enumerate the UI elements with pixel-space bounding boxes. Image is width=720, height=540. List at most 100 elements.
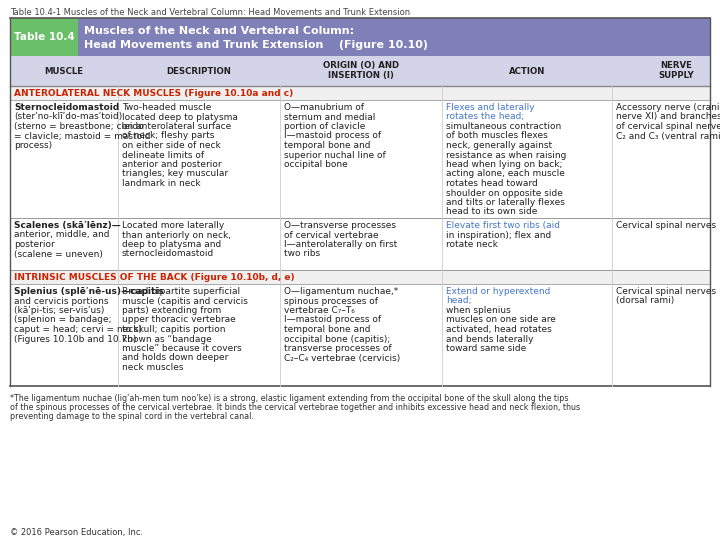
Text: preventing damage to the spinal cord in the vertebral canal.: preventing damage to the spinal cord in … — [10, 412, 254, 421]
Text: INTRINSIC MUSCLES OF THE BACK (Figure 10.10b, d, e): INTRINSIC MUSCLES OF THE BACK (Figure 10… — [14, 273, 294, 282]
Text: nerve XI) and branches: nerve XI) and branches — [616, 112, 720, 122]
Bar — [10, 100, 710, 218]
Text: triangles; key muscular: triangles; key muscular — [122, 170, 228, 179]
Text: rotates the head;: rotates the head; — [446, 112, 524, 122]
Text: occipital bone (capitis);: occipital bone (capitis); — [284, 334, 390, 343]
Text: on anterolateral surface: on anterolateral surface — [122, 122, 231, 131]
Text: deep to platysma and: deep to platysma and — [122, 240, 221, 249]
Text: *The ligamentum nuchae (ligʹah-men tum nooʹke) is a strong, elastic ligament ext: *The ligamentum nuchae (ligʹah-men tum n… — [10, 394, 569, 403]
Text: Accessory nerve (cranial: Accessory nerve (cranial — [616, 103, 720, 112]
Text: Sternocleidomastoid: Sternocleidomastoid — [14, 103, 120, 112]
Text: I—mastoid process of: I—mastoid process of — [284, 132, 381, 140]
Text: and cervicis portions: and cervicis portions — [14, 296, 109, 306]
Text: Table 10.4-1 Muscles of the Neck and Vertebral Column: Head Movements and Trunk : Table 10.4-1 Muscles of the Neck and Ver… — [10, 8, 410, 17]
Text: I—anterolaterally on first: I—anterolaterally on first — [284, 240, 397, 249]
Text: sternocleidomastoid: sternocleidomastoid — [122, 249, 215, 259]
Bar — [10, 218, 710, 270]
Text: delineate limits of: delineate limits of — [122, 151, 204, 159]
Bar — [10, 56, 710, 86]
Text: anterior, middle, and: anterior, middle, and — [14, 231, 109, 240]
Text: MUSCLE: MUSCLE — [45, 66, 84, 76]
Text: head to its own side: head to its own side — [446, 207, 537, 217]
Text: (sterno = breastbone; cleido: (sterno = breastbone; cleido — [14, 122, 143, 131]
Text: simultaneous contraction: simultaneous contraction — [446, 122, 562, 131]
Text: temporal bone and: temporal bone and — [284, 141, 371, 150]
Text: head;: head; — [446, 296, 472, 306]
Text: occipital bone: occipital bone — [284, 160, 348, 169]
Text: rotates head toward: rotates head toward — [446, 179, 538, 188]
Text: Broad bipartite superficial: Broad bipartite superficial — [122, 287, 240, 296]
Text: neck muscles: neck muscles — [122, 363, 184, 372]
Text: Table 10.4: Table 10.4 — [14, 32, 74, 42]
Text: (dorsal rami): (dorsal rami) — [616, 296, 674, 306]
Text: posterior: posterior — [14, 240, 55, 249]
Text: spinous processes of: spinous processes of — [284, 296, 378, 306]
Text: (scalene = uneven): (scalene = uneven) — [14, 249, 103, 259]
Text: portion of clavicle: portion of clavicle — [284, 122, 365, 131]
Text: rotate neck: rotate neck — [446, 240, 498, 249]
Text: NERVE: NERVE — [660, 61, 692, 70]
Text: Muscles of the Neck and Vertebral Column:: Muscles of the Neck and Vertebral Column… — [84, 26, 354, 36]
Text: (kāʹpi-tis; ser-visʹus): (kāʹpi-tis; ser-visʹus) — [14, 306, 104, 315]
Text: sternum and medial: sternum and medial — [284, 112, 375, 122]
Text: shoulder on opposite side: shoulder on opposite side — [446, 188, 563, 198]
Text: C₂ and C₃ (ventral rami): C₂ and C₃ (ventral rami) — [616, 132, 720, 140]
Text: upper thoracic vertebrae: upper thoracic vertebrae — [122, 315, 235, 325]
Text: Scalenes (skāʹlēnz)—: Scalenes (skāʹlēnz)— — [14, 221, 121, 230]
Text: ORIGIN (O) AND: ORIGIN (O) AND — [323, 61, 399, 70]
Text: in inspiration); flex and: in inspiration); flex and — [446, 231, 552, 240]
Bar — [10, 284, 710, 386]
Text: to skull; capitis portion: to skull; capitis portion — [122, 325, 225, 334]
Text: muscle” because it covers: muscle” because it covers — [122, 344, 242, 353]
Text: (Figures 10.10b and 10.7b): (Figures 10.10b and 10.7b) — [14, 334, 137, 343]
Text: than anteriorly on neck,: than anteriorly on neck, — [122, 231, 231, 240]
Text: Two-headed muscle: Two-headed muscle — [122, 103, 212, 112]
Text: DESCRIPTION: DESCRIPTION — [166, 66, 231, 76]
Text: (sterʹno-klīʹdo-masʹtoid): (sterʹno-klīʹdo-masʹtoid) — [14, 112, 122, 122]
Bar — [10, 18, 710, 56]
Text: head when lying on back;: head when lying on back; — [446, 160, 562, 169]
Text: = clavicle; mastoid = mastoid: = clavicle; mastoid = mastoid — [14, 132, 150, 140]
Text: two ribs: two ribs — [284, 249, 320, 259]
Text: INSERTION (I): INSERTION (I) — [328, 71, 394, 80]
Text: of neck; fleshy parts: of neck; fleshy parts — [122, 132, 215, 140]
Text: of both muscles flexes: of both muscles flexes — [446, 132, 548, 140]
Text: anterior and posterior: anterior and posterior — [122, 160, 222, 169]
Text: Splenius (splēʹnē-us)—capitis: Splenius (splēʹnē-us)—capitis — [14, 287, 164, 296]
Text: O—transverse processes: O—transverse processes — [284, 221, 396, 230]
Text: and tilts or laterally flexes: and tilts or laterally flexes — [446, 198, 565, 207]
Text: O—ligamentum nuchae,*: O—ligamentum nuchae,* — [284, 287, 398, 296]
Text: when splenius: when splenius — [446, 306, 510, 315]
Text: caput = head; cervi = neck): caput = head; cervi = neck) — [14, 325, 142, 334]
Text: neck, generally against: neck, generally against — [446, 141, 552, 150]
Text: landmark in neck: landmark in neck — [122, 179, 201, 188]
Text: on either side of neck: on either side of neck — [122, 141, 221, 150]
Bar — [10, 86, 710, 100]
Text: and bends laterally: and bends laterally — [446, 334, 534, 343]
Text: Cervical spinal nerves: Cervical spinal nerves — [616, 287, 716, 296]
Text: superior nuchal line of: superior nuchal line of — [284, 151, 386, 159]
Text: ANTEROLATERAL NECK MUSCLES (Figure 10.10a and c): ANTEROLATERAL NECK MUSCLES (Figure 10.10… — [14, 89, 293, 98]
Text: (splenion = bandage;: (splenion = bandage; — [14, 315, 112, 325]
Text: Elevate first two ribs (aid: Elevate first two ribs (aid — [446, 221, 560, 230]
Text: C₂–C₄ vertebrae (cervicis): C₂–C₄ vertebrae (cervicis) — [284, 354, 400, 362]
Text: temporal bone and: temporal bone and — [284, 325, 371, 334]
Text: © 2016 Pearson Education, Inc.: © 2016 Pearson Education, Inc. — [10, 528, 143, 537]
Text: Flexes and laterally: Flexes and laterally — [446, 103, 535, 112]
Text: muscle (capitis and cervicis: muscle (capitis and cervicis — [122, 296, 248, 306]
Text: Located more laterally: Located more laterally — [122, 221, 224, 230]
Text: known as “bandage: known as “bandage — [122, 334, 212, 343]
Text: and holds down deeper: and holds down deeper — [122, 354, 228, 362]
Text: parts) extending from: parts) extending from — [122, 306, 221, 315]
Text: resistance as when raising: resistance as when raising — [446, 151, 567, 159]
Text: muscles on one side are: muscles on one side are — [446, 315, 556, 325]
Text: transverse processes of: transverse processes of — [284, 344, 392, 353]
Text: vertebrae C₇–T₆: vertebrae C₇–T₆ — [284, 306, 355, 315]
Text: activated, head rotates: activated, head rotates — [446, 325, 552, 334]
Text: Cervical spinal nerves: Cervical spinal nerves — [616, 221, 716, 230]
Text: of the spinous processes of the cervical vertebrae. It binds the cervical verteb: of the spinous processes of the cervical… — [10, 403, 580, 412]
Bar — [10, 270, 710, 284]
Text: process): process) — [14, 141, 52, 150]
Text: acting alone, each muscle: acting alone, each muscle — [446, 170, 565, 179]
Text: Head Movements and Trunk Extension    (Figure 10.10): Head Movements and Trunk Extension (Figu… — [84, 40, 428, 50]
